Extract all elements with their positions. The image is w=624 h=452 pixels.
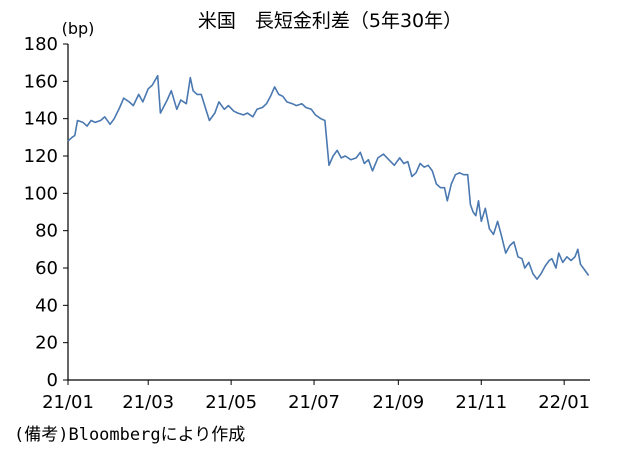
x-tick-label: 21/05	[205, 392, 257, 413]
y-tick-label: 100	[24, 183, 58, 204]
y-axis-unit: (bp)	[62, 19, 95, 38]
x-tick-label: 21/01	[42, 392, 94, 413]
x-tick-label: 21/11	[455, 392, 507, 413]
y-tick-label: 20	[35, 333, 58, 354]
y-tick-label: 80	[35, 221, 58, 242]
source-note: (備考)Bloombergにより作成	[14, 425, 245, 445]
x-tick-label: 21/09	[372, 392, 424, 413]
chart-title: 米国 長短金利差（5年30年）	[198, 10, 462, 32]
x-axis-ticks: 21/01 21/03 21/05 21/07 21/09 21/11 22/01	[42, 380, 590, 413]
y-tick-label: 140	[24, 109, 58, 130]
y-axis-ticks: 0 20 40 60 80 100 120 140 160 180	[24, 34, 68, 391]
y-tick-label: 160	[24, 71, 58, 92]
y-tick-label: 40	[35, 295, 58, 316]
y-tick-label: 180	[24, 34, 58, 55]
y-tick-label: 0	[47, 370, 58, 391]
x-tick-label: 21/07	[288, 392, 340, 413]
series-layer	[67, 74, 590, 281]
x-tick-label: 22/01	[538, 392, 590, 413]
y-tick-label: 60	[35, 258, 58, 279]
x-tick-label: 21/03	[122, 392, 174, 413]
series-line	[67, 74, 590, 281]
y-tick-label: 120	[24, 146, 58, 167]
